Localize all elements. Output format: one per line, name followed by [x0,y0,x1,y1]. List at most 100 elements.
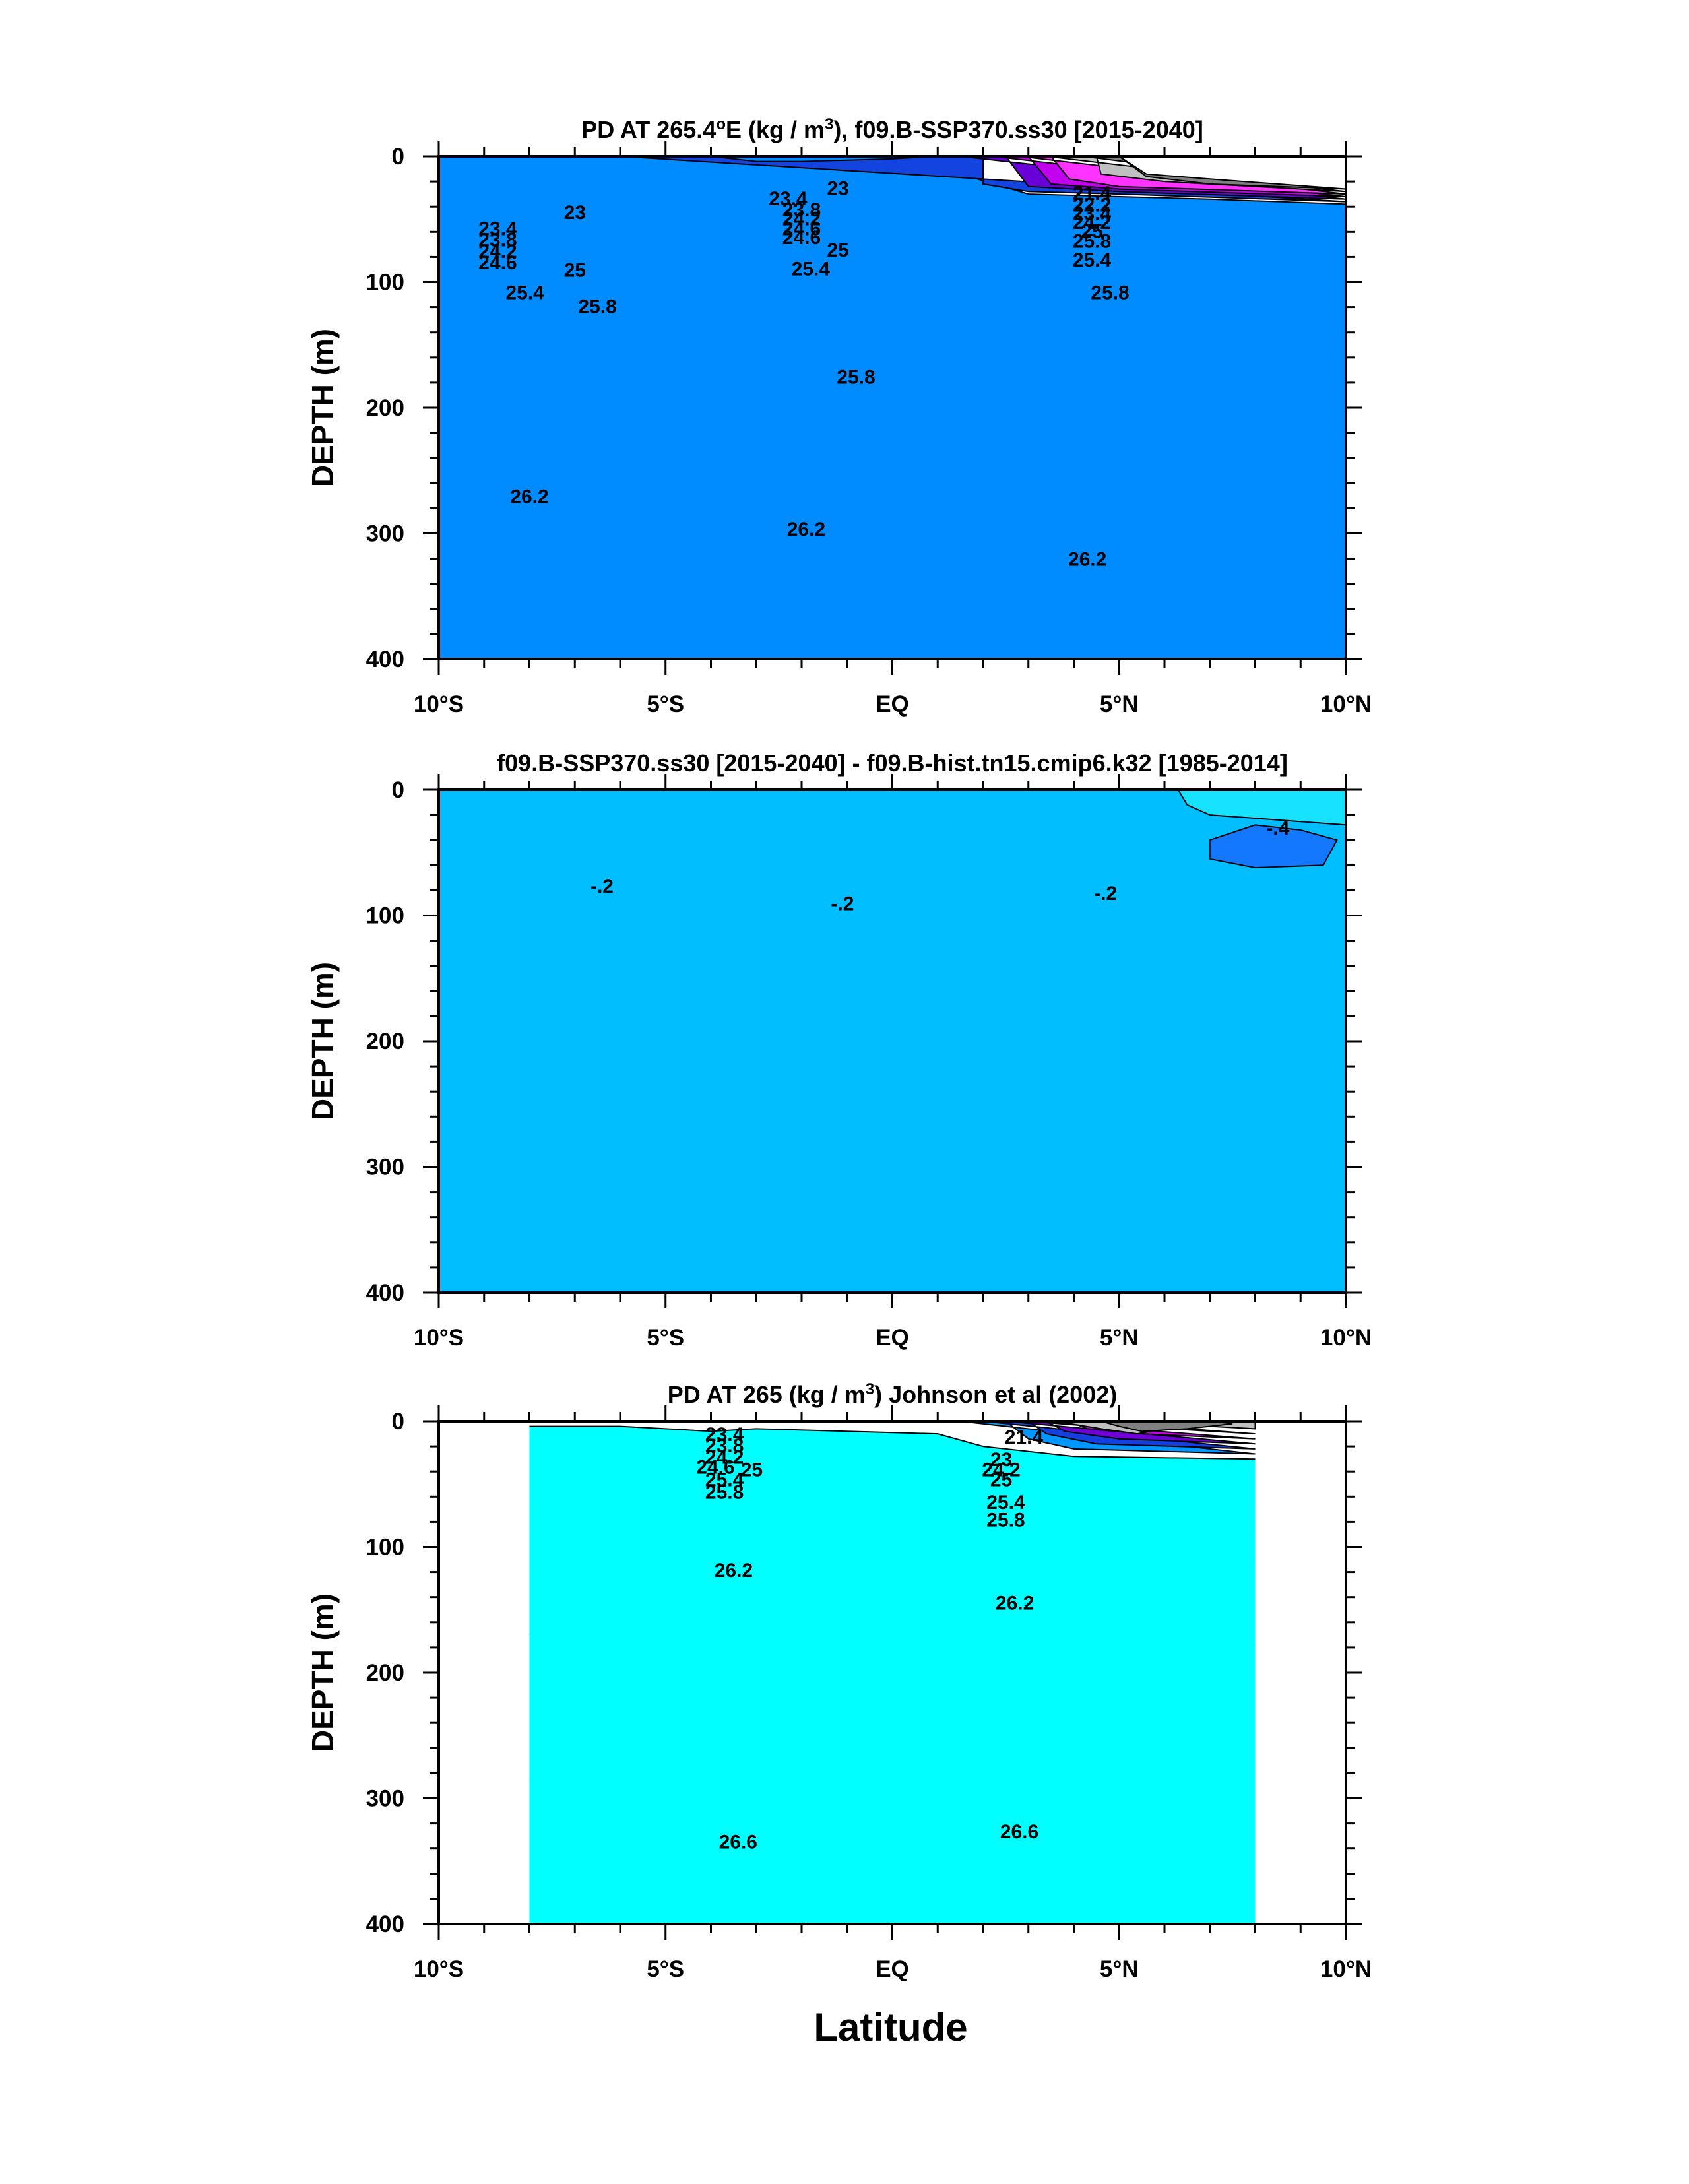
contour-label: 25.4 [505,282,544,304]
contour-label: 23.4 [705,1424,744,1446]
contour-line-13 [982,1421,1256,1450]
panel-bottom-johnson-plot: 23.423.824.224.6 2525.425.821.42324.22525… [305,1380,1372,1983]
contour-line-18 [1100,1421,1233,1432]
panel-title: f09.B-SSP370.ss30 [2015-2040] - f09.B-hi… [497,750,1288,777]
title-part: PD AT 265 (kg / m [668,1381,866,1408]
contour-label: 25.8 [1091,282,1129,304]
contour-band-4 [1209,825,1337,868]
contour-line-12 [439,156,1346,205]
contour-label: 24.2 [705,1446,744,1468]
degree-symbol: o [716,115,726,133]
contour-label: 21.4 [1005,1427,1044,1448]
x-tick-label: EQ [876,1956,909,1982]
contour-label: 23.4 [1073,203,1112,225]
y-tick-label: 0 [392,1409,404,1434]
contour-band-19 [1119,156,1346,189]
y-tick-label: 200 [366,1660,404,1686]
y-tick-label: 400 [366,1280,404,1306]
contour-band-18 [1100,1421,1233,1432]
panel-title: PD AT 265 (kg / m3) Johnson et al (2002) [668,1380,1118,1409]
contour-line-11 [529,1425,1256,1460]
x-tick-label: 5°N [1100,1325,1139,1351]
x-tick-label: 5°N [1100,1956,1139,1982]
contour-line-12 [960,1421,1256,1455]
y-tick-label: 100 [366,903,404,929]
contour-label: 26.2 [510,486,548,507]
contour-label: 22.2 [1073,194,1111,216]
contour-label: -.4 [1266,818,1289,839]
contour-label: 23.8 [705,1435,744,1457]
contour-label: 25 [741,1459,763,1481]
contour-label: 24.2 [1073,212,1111,234]
y-tick-label: 200 [366,1029,404,1054]
y-tick-label: 300 [366,521,404,547]
x-tick-label: EQ [876,1325,909,1351]
x-tick-label: 10°S [414,1956,464,1982]
y-tick-label: 300 [366,1155,404,1180]
panel-middle-difference-plot: -.2 -.2 -.2 -.4 0 100 200 300 400 10°S 5°S EQ 5°N 10°… [305,750,1372,1351]
contour-line-3 [439,790,1346,826]
contour-label: 24.6 [782,227,821,249]
contour-label: -.2 [1094,883,1117,905]
contour-label: 25.4 [792,259,831,280]
contour-label: 23.8 [782,199,821,221]
contour-label: 24.6 [782,218,821,240]
contour-fill-area [529,1421,1256,1924]
contour-band-12 [439,156,1346,659]
contour-label: 25.8 [986,1510,1025,1531]
contour-line-14 [1005,1421,1256,1445]
y-tick-label: 300 [366,1786,404,1812]
contour-label: 26.2 [715,1560,753,1582]
x-tick-label: 10°N [1320,1956,1372,1982]
y-tick-label: 100 [366,1535,404,1560]
x-tick-label: EQ [876,691,909,717]
contour-label: 25.4 [705,1469,744,1491]
contour-fill-area [439,156,1346,659]
y-axis-label: DEPTH (m) [305,962,340,1120]
x-tick-label: 5°S [647,1956,684,1982]
contour-label: 23.4 [478,218,517,240]
panel-title: PD AT 265.4oE (kg / m3), f09.B-SSP370.ss… [581,115,1203,144]
y-tick-label: 400 [366,1911,404,1937]
title-part: E (kg / m [726,116,825,143]
title-part: f09.B-SSP370.ss30 [2015-2040] - f09.B-hi… [497,750,1288,777]
contour-label: 25 [827,240,848,261]
contour-label: 25 [564,260,586,282]
x-tick-label: 5°S [647,1325,684,1351]
x-tick-label: 5°S [647,691,684,717]
superscript-three: 3 [866,1380,874,1398]
x-tick-label: 5°N [1100,691,1139,717]
contour-label: 23.4 [769,188,808,210]
contour-label: 25.4 [1073,249,1112,271]
x-tick-label: 10°S [414,1325,464,1351]
contour-label: 25 [1081,220,1102,242]
contour-label: 26.2 [1068,549,1106,571]
contour-label: 23 [990,1449,1012,1471]
contour-line-19 [1118,156,1346,190]
contour-label: 26.6 [1000,1821,1038,1843]
y-axis-label: DEPTH (m) [305,1593,340,1752]
contour-label: 25 [990,1469,1012,1491]
contour-label: -.2 [590,876,614,897]
x-tick-label: 10°N [1320,691,1372,717]
y-tick-label: 0 [392,144,404,170]
contour-label: 25.4 [986,1492,1025,1514]
contour-label: 26.6 [719,1831,757,1853]
contour-label: 23.8 [478,230,517,251]
title-part: PD AT 265.4 [581,116,716,143]
title-part: ) Johnson et al (2002) [874,1381,1117,1408]
contour-fill-area [439,790,1346,1293]
contour-label: 24.2 [982,1459,1020,1481]
contour-label: 25.8 [705,1482,744,1504]
contour-label: 26.2 [787,519,825,540]
y-axis-label: DEPTH (m) [305,329,340,487]
contour-label: -.2 [831,893,854,915]
contour-label: 23 [827,178,848,200]
contour-label: 24.6 [478,252,517,274]
x-tick-label: 10°S [414,691,464,717]
contour-label: 24.2 [478,241,517,263]
x-tick-label: 10°N [1320,1325,1372,1351]
contour-label: 24.2 [782,208,821,230]
